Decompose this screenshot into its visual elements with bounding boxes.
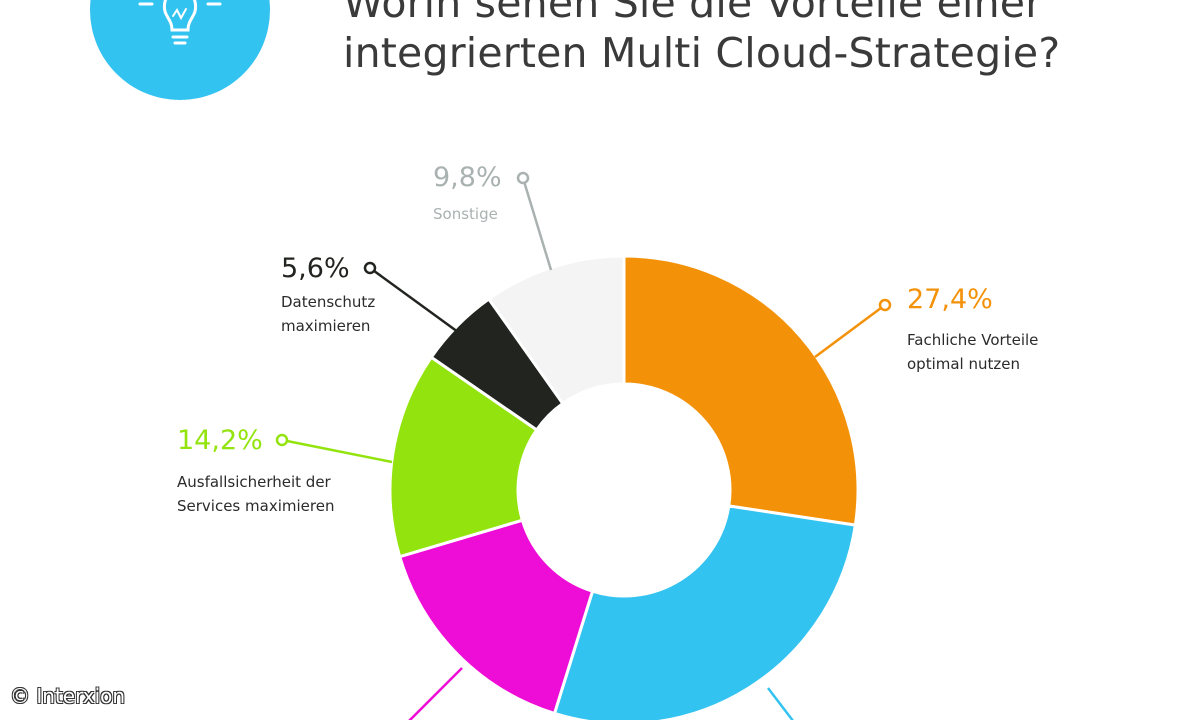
title-line-1: Worin sehen Sie die Vorteile einer: [343, 0, 1043, 27]
slice-label-line: Services maximieren: [177, 497, 335, 515]
slice-percentage: 5,6%: [281, 253, 350, 284]
bulb-glass: [162, 0, 198, 32]
bulb-filament: [172, 8, 187, 21]
lightbulb-icon: [138, 0, 222, 45]
slice-label-line: maximieren: [281, 317, 371, 335]
slice-label: Datenschutz maximieren: [281, 290, 375, 338]
slice-percentage: 27,4%: [907, 284, 993, 315]
leader-ring: [275, 433, 289, 447]
slice-1: [552, 504, 858, 720]
leader-line: [408, 667, 463, 720]
slice-label-line: Fachliche Vorteile: [907, 331, 1039, 349]
slice-label: Fachliche Vorteile optimal nutzen: [907, 328, 1038, 376]
slice-percentage: 14,2%: [177, 425, 263, 456]
slice-2: [397, 518, 595, 716]
slice-label: Ausfallsicherheit der Services maximieren: [177, 470, 334, 518]
chart-title: Worin sehen Sie die Vorteile einer integ…: [343, 0, 1163, 78]
copyright-notice: © Interxion: [10, 684, 126, 708]
slice-label-line: Sonstige: [433, 205, 498, 223]
slice-5: [486, 254, 626, 406]
slice-label: Sonstige: [433, 202, 498, 226]
leader-ring: [878, 298, 892, 312]
slice-3: [388, 355, 539, 559]
leader-line: [767, 687, 794, 720]
leader-line: [814, 303, 886, 359]
leader-ring: [516, 171, 530, 185]
leader-line: [369, 266, 459, 334]
title-line-2: integrierten Multi Cloud-Strategie?: [343, 29, 1061, 77]
slice-percentage: 9,8%: [433, 162, 502, 193]
leader-line: [521, 177, 553, 271]
slice-0: [622, 254, 860, 527]
accent-circle: [90, 0, 270, 100]
slice-label-line: optimal nutzen: [907, 355, 1020, 373]
slice-label-line: Ausfallsicherheit der: [177, 473, 331, 491]
slice-label-line: Datenschutz: [281, 293, 376, 311]
leader-ring: [363, 261, 377, 275]
leader-line: [281, 438, 393, 464]
